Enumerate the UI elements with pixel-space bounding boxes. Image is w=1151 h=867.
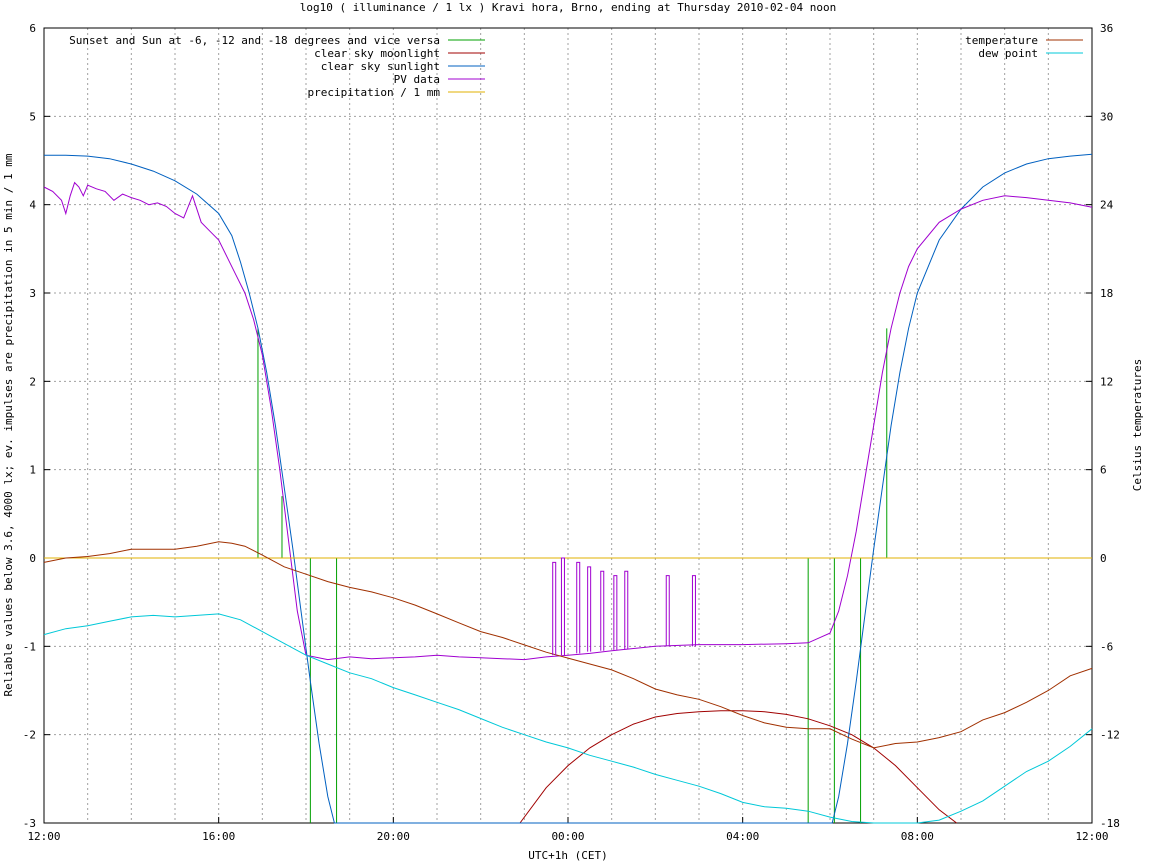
x-tick-label: 20:00 [377, 830, 410, 843]
y2-tick-label: -18 [1100, 817, 1120, 830]
x-tick-label: 12:00 [1075, 830, 1108, 843]
y-tick-label: 6 [29, 22, 36, 35]
x-tick-label: 08:00 [901, 830, 934, 843]
legend-label: precipitation / 1 mm [308, 86, 441, 99]
x-axis-ticks: 12:00 16:00 20:00 00:00 04:00 08:00 12:00 [27, 817, 1109, 843]
legend-label: clear sky sunlight [321, 60, 440, 73]
series-line-sunlight [44, 153, 1093, 824]
pv-spike [560, 557, 565, 656]
x-axis-label: UTC+1h (CET) [528, 849, 607, 862]
x-tick-label: 12:00 [27, 830, 60, 843]
pv-spike [613, 575, 618, 650]
y2-tick-label: 12 [1100, 375, 1113, 388]
x-tick-label: 04:00 [726, 830, 759, 843]
x-tick-label: 00:00 [551, 830, 584, 843]
y-tick-label: 0 [29, 552, 36, 565]
y2-tick-label: -12 [1100, 729, 1120, 742]
legend-label: PV data [394, 73, 440, 86]
y2-axis-label: Celsius temperatures [1131, 359, 1144, 491]
pv-spike [624, 570, 629, 649]
y-tick-label: 1 [29, 464, 36, 477]
series-line-pv [43, 181, 1093, 661]
y-tick-label: -2 [23, 729, 36, 742]
pv-spike [600, 570, 605, 651]
y-tick-label: 2 [29, 375, 36, 388]
y-tick-label: -3 [23, 817, 36, 830]
y2-tick-label: 30 [1100, 110, 1113, 123]
x-tick-label: 16:00 [202, 830, 235, 843]
y2-tick-label: -6 [1100, 640, 1113, 653]
legend-label: Sunset and Sun at -6, -12 and -18 degree… [69, 34, 440, 47]
y-tick-label: -1 [23, 640, 36, 653]
legend-left: Sunset and Sun at -6, -12 and -18 degree… [69, 34, 485, 99]
pv-spike [587, 566, 592, 652]
y2-tick-label: 6 [1100, 464, 1107, 477]
y-axis-ticks: -3 -2 -1 0 1 2 3 4 5 6 [23, 22, 50, 830]
y-tick-label: 4 [29, 199, 36, 212]
chart-title: log10 ( illuminance / 1 lx ) Kravi hora,… [300, 1, 836, 14]
y-tick-label: 5 [29, 110, 36, 123]
pv-spike [665, 575, 670, 647]
y2-tick-label: 24 [1100, 199, 1114, 212]
y2-tick-label: 18 [1100, 287, 1113, 300]
pv-spike [576, 561, 581, 654]
y2-tick-label: 0 [1100, 552, 1107, 565]
grid [44, 28, 1092, 823]
series-line-moonlight [519, 710, 957, 824]
legend-label: temperature [965, 34, 1038, 47]
y-axis-label: Reliable values below 3.6, 4000 lx; ev. … [2, 153, 15, 696]
y2-tick-label: 36 [1100, 22, 1113, 35]
y2-axis-ticks: -18 -12 -6 0 6 12 18 24 30 36 [1086, 22, 1120, 830]
series-line-dew_point [43, 613, 1093, 824]
series-line-temperature [43, 541, 1093, 749]
legend-label: dew point [978, 47, 1038, 60]
series-layer [43, 153, 1093, 824]
legend-label: clear sky moonlight [314, 47, 440, 60]
y-tick-label: 3 [29, 287, 36, 300]
pv-spike [552, 561, 557, 656]
pv-spike [691, 575, 696, 647]
